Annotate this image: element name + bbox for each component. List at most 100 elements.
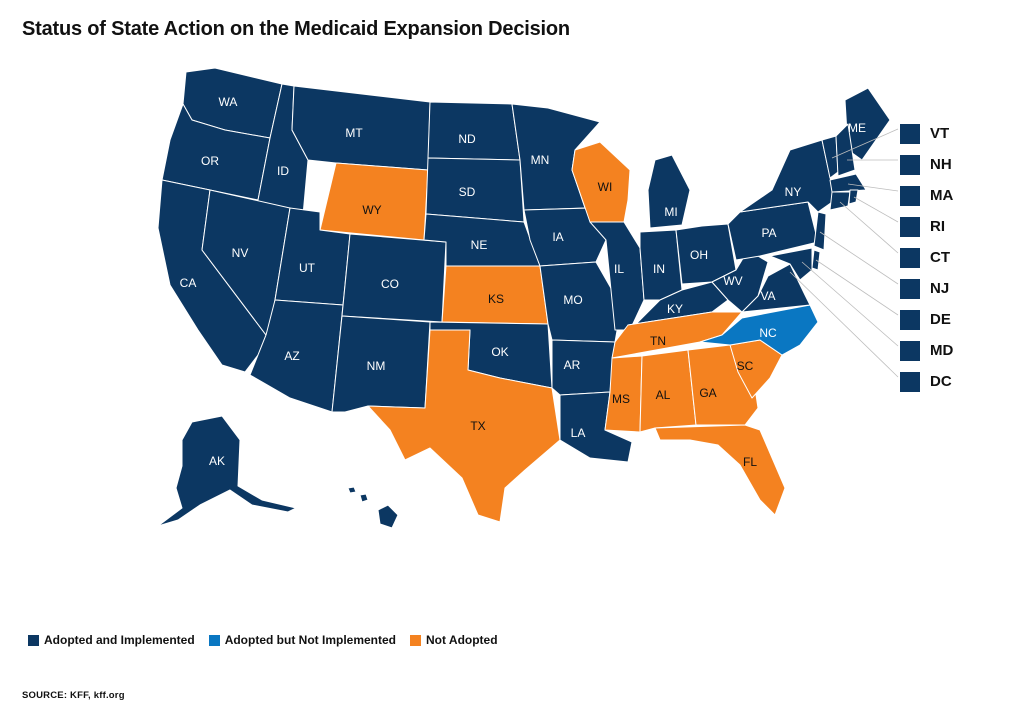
state-tn[interactable] (611, 311, 743, 359)
label-ks: KS (488, 292, 504, 306)
state-ny[interactable] (739, 139, 836, 213)
state-mo[interactable] (539, 261, 619, 343)
small-state-label-ma: MA (930, 187, 954, 204)
state-nj[interactable] (813, 211, 827, 251)
label-az: AZ (284, 349, 299, 363)
state-labels: WA OR CA ID NV MT WY UT AZ CO NM ND SD N… (180, 95, 866, 516)
small-state-label-dc: DC (930, 373, 952, 390)
label-mi: MI (664, 205, 677, 219)
small-state-label-de: DE (930, 311, 951, 328)
state-md[interactable] (769, 247, 813, 281)
small-state-vt[interactable]: VT (900, 118, 953, 149)
label-ok: OK (491, 345, 508, 359)
state-nc[interactable] (699, 304, 819, 356)
small-state-de[interactable]: DE (900, 304, 953, 335)
small-state-label-nj: NJ (930, 280, 950, 297)
label-va: VA (760, 289, 775, 303)
small-state-ma[interactable]: MA (900, 180, 953, 211)
legend-item-adopted-implemented: Adopted and Implemented (28, 633, 195, 647)
label-ky: KY (667, 302, 683, 316)
legend-swatch-adopted-implemented (28, 634, 39, 646)
state-il[interactable] (589, 221, 645, 331)
state-fl[interactable] (654, 424, 786, 516)
label-or: OR (201, 154, 219, 168)
label-in: IN (653, 262, 665, 276)
small-state-box-md (900, 340, 920, 361)
label-mt: MT (345, 126, 363, 140)
label-al: AL (656, 388, 671, 402)
legend-label-adopted-implemented: Adopted and Implemented (44, 633, 195, 647)
label-la: LA (571, 426, 586, 440)
state-nh[interactable] (835, 123, 856, 177)
label-ne: NE (471, 238, 488, 252)
label-wv: WV (723, 274, 742, 288)
state-ms[interactable] (604, 355, 643, 433)
small-state-box-nh (900, 154, 920, 175)
state-nd[interactable] (427, 101, 521, 161)
state-wy[interactable] (319, 162, 429, 241)
label-nv: NV (232, 246, 249, 260)
small-state-box-vt (900, 123, 920, 144)
small-state-label-vt: VT (930, 125, 950, 142)
state-ri[interactable] (848, 189, 859, 205)
label-ak: AK (209, 454, 225, 468)
label-wy: WY (362, 203, 381, 217)
legend: Adopted and Implemented Adopted but Not … (28, 633, 498, 647)
label-nc: NC (759, 326, 777, 340)
legend-label-adopted-not-implemented: Adopted but Not Implemented (224, 633, 397, 647)
label-ny: NY (785, 185, 802, 199)
state-mi[interactable] (647, 154, 691, 229)
label-pa: PA (761, 226, 776, 240)
small-state-box-ct (900, 247, 920, 268)
small-state-label-md: MD (930, 342, 954, 359)
label-id: ID (277, 164, 289, 178)
small-state-nh[interactable]: NH (900, 149, 953, 180)
state-wi[interactable] (571, 141, 631, 223)
small-state-box-ma (900, 185, 920, 206)
label-mo: MO (563, 293, 582, 307)
label-tx: TX (470, 419, 485, 433)
small-state-box-dc (900, 371, 920, 392)
label-ar: AR (564, 358, 581, 372)
label-fl: FL (743, 455, 757, 469)
state-ct[interactable] (829, 191, 851, 211)
state-al[interactable] (639, 349, 697, 433)
state-ma[interactable] (829, 173, 867, 193)
legend-swatch-not-adopted (410, 634, 422, 646)
label-wa: WA (219, 95, 238, 109)
small-state-ct[interactable]: CT (900, 242, 953, 273)
label-ia: IA (552, 230, 563, 244)
small-state-label-ri: RI (930, 218, 945, 235)
label-il: IL (614, 262, 624, 276)
small-state-label-nh: NH (930, 156, 952, 173)
legend-label-not-adopted: Not Adopted (426, 633, 498, 647)
label-ms: MS (612, 392, 630, 406)
state-ar[interactable] (551, 339, 616, 396)
legend-item-adopted-not-implemented: Adopted but Not Implemented (208, 633, 397, 647)
label-me: ME (848, 121, 866, 135)
small-state-ri[interactable]: RI (900, 211, 953, 242)
page-title: Status of State Action on the Medicaid E… (22, 18, 570, 40)
leader-lines (789, 128, 899, 378)
state-ak[interactable] (157, 415, 297, 527)
label-ga: GA (699, 386, 716, 400)
label-ca: CA (180, 276, 197, 290)
small-state-nj[interactable]: NJ (900, 273, 953, 304)
state-hi[interactable] (347, 486, 399, 529)
label-tn: TN (650, 334, 666, 348)
source-note: SOURCE: KFF, kff.org (22, 690, 125, 701)
small-state-md[interactable]: MD (900, 335, 953, 366)
label-wi: WI (598, 180, 613, 194)
small-state-label-ct: CT (930, 249, 950, 266)
label-oh: OH (690, 248, 708, 262)
state-tx[interactable] (367, 329, 561, 523)
small-state-dc[interactable]: DC (900, 366, 953, 397)
legend-item-not-adopted: Not Adopted (410, 633, 498, 647)
small-state-box-de (900, 309, 920, 330)
label-mn: MN (531, 153, 550, 167)
state-wv[interactable] (711, 249, 769, 313)
label-sc: SC (737, 359, 754, 373)
legend-swatch-adopted-not-implemented (208, 634, 220, 646)
label-hi: HI (342, 502, 354, 516)
